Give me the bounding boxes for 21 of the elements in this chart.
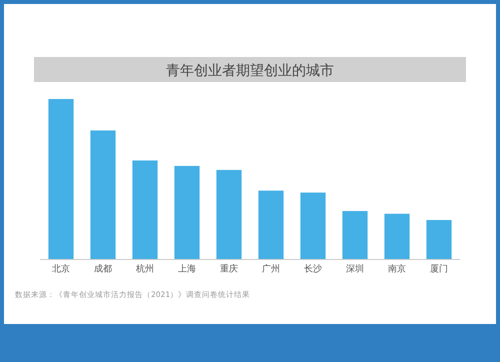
bar (174, 166, 200, 260)
x-tick-label: 长沙 (304, 264, 322, 274)
bar (384, 214, 410, 260)
bar (90, 130, 116, 260)
bar (216, 170, 242, 260)
x-tick-label: 北京 (52, 264, 70, 274)
bar (258, 190, 284, 260)
x-tick-label: 上海 (178, 264, 196, 274)
x-tick-label: 杭州 (135, 264, 154, 274)
x-tick-label: 南京 (388, 264, 406, 274)
x-tick-label: 深圳 (346, 264, 364, 274)
x-tick-label: 成都 (94, 264, 112, 274)
bar (342, 211, 368, 260)
x-tick-label: 厦门 (430, 264, 448, 274)
x-tick-label: 重庆 (220, 264, 238, 274)
bar (426, 220, 452, 260)
chart-title: 青年创业者期望创业的城市 (166, 63, 334, 79)
bar (300, 192, 326, 260)
bar (132, 160, 158, 260)
bar (48, 99, 74, 260)
x-tick-label: 广州 (262, 264, 280, 274)
